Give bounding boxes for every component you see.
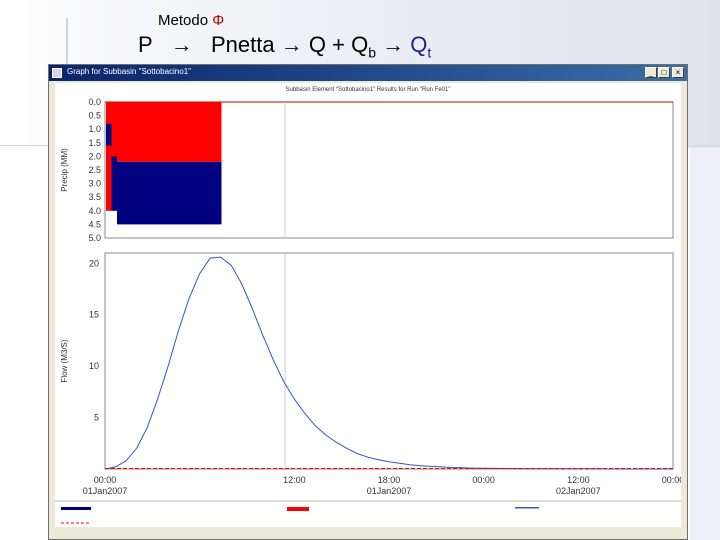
flow-x-tick: 18:00 bbox=[378, 475, 401, 485]
title-qt: Qt bbox=[410, 32, 432, 61]
flow-x-tick: 12:00 bbox=[567, 475, 590, 485]
outflow-line bbox=[104, 256, 673, 470]
precip-y-tick: 2.0 bbox=[88, 151, 101, 161]
arrow-icon: → bbox=[280, 32, 303, 57]
flow-y-tick: 5 bbox=[94, 413, 99, 423]
slide-subtitle: Metodo Φ bbox=[158, 12, 225, 29]
precip-y-tick: 1.0 bbox=[88, 124, 101, 134]
graph-window: Graph for Subbasin "Sottobacino1" _ □ × … bbox=[48, 64, 688, 540]
flow-x-tick: 00:00 bbox=[94, 475, 117, 485]
flow-y-tick: 15 bbox=[89, 310, 99, 320]
precip-bar bbox=[106, 123, 112, 146]
arrow-icon: → bbox=[170, 32, 193, 57]
precip-y-tick: 4.5 bbox=[88, 219, 101, 229]
flow-x-date: 01Jan2007 bbox=[367, 486, 412, 496]
chart-title: Subbasin Element "Sottobacino1" Results … bbox=[286, 87, 451, 93]
title-q: Q bbox=[308, 32, 326, 57]
phi-symbol: Φ bbox=[212, 12, 225, 29]
precip-y-tick: 0.5 bbox=[88, 111, 101, 121]
window-title: Graph for Subbasin "Sottobacino1" bbox=[67, 67, 191, 76]
precip-y-tick: 1.5 bbox=[88, 138, 101, 148]
slide-title: P → Pnetta → Q + Qb → Qt bbox=[138, 32, 431, 60]
flow-x-date: 01Jan2007 bbox=[83, 486, 128, 496]
precip-y-tick: 0.0 bbox=[88, 97, 101, 107]
maximize-button[interactable]: □ bbox=[658, 67, 670, 78]
chart-legend bbox=[55, 500, 681, 524]
flow-y-label: Flow (M3/S) bbox=[60, 339, 69, 382]
precip-y-tick: 3.5 bbox=[88, 192, 101, 202]
slide-decoration-line bbox=[690, 145, 720, 146]
window-app-icon[interactable] bbox=[52, 68, 62, 78]
flow-y-tick: 20 bbox=[89, 258, 99, 268]
flow-x-tick: 12:00 bbox=[283, 475, 306, 485]
flow-plot-frame bbox=[104, 252, 674, 470]
flow-x-tick: 00:00 bbox=[662, 475, 681, 485]
slide-right-band bbox=[690, 148, 720, 540]
chart-canvas: Subbasin Element "Sottobacino1" Results … bbox=[55, 87, 681, 524]
title-qb: Qb bbox=[351, 32, 376, 61]
precip-bar bbox=[117, 161, 222, 225]
slide-decoration-line bbox=[66, 18, 68, 88]
precip-bar bbox=[117, 102, 222, 162]
title-plus: + bbox=[332, 32, 345, 57]
precip-chart: 0.0 0.5 1.0 1.5 2.0 2.5 3.0 3.5 4.0 4.5 5.0 Precip … bbox=[60, 97, 674, 243]
precip-y-tick: 4.0 bbox=[88, 206, 101, 216]
precip-y-tick: 5.0 bbox=[88, 233, 101, 243]
minimize-button[interactable]: _ bbox=[645, 67, 657, 78]
window-titlebar[interactable]: Graph for Subbasin "Sottobacino1" _ □ × bbox=[49, 65, 687, 81]
precip-y-tick: 3.0 bbox=[88, 179, 101, 189]
arrow-icon: → bbox=[382, 32, 405, 57]
precip-y-tick: 2.5 bbox=[88, 165, 101, 175]
precip-bar bbox=[106, 102, 112, 211]
close-button[interactable]: × bbox=[672, 67, 684, 78]
flow-x-tick: 00:00 bbox=[472, 475, 495, 485]
precip-bar bbox=[111, 102, 117, 170]
legend-swatch bbox=[61, 507, 91, 510]
flow-y-tick: 10 bbox=[89, 361, 99, 371]
legend-swatch bbox=[287, 507, 309, 511]
precip-y-label: Precip (MM) bbox=[60, 148, 69, 192]
legend-swatch bbox=[515, 507, 539, 509]
flow-x-date: 02Jan2007 bbox=[556, 486, 601, 496]
precip-bar bbox=[111, 156, 117, 211]
slide-decoration-line bbox=[0, 145, 58, 146]
title-pnetta: Pnetta bbox=[210, 32, 275, 57]
title-p: P bbox=[138, 32, 153, 57]
window-statusbar bbox=[49, 527, 687, 539]
plot-area: Subbasin Element "Sottobacino1" Results … bbox=[55, 83, 681, 527]
